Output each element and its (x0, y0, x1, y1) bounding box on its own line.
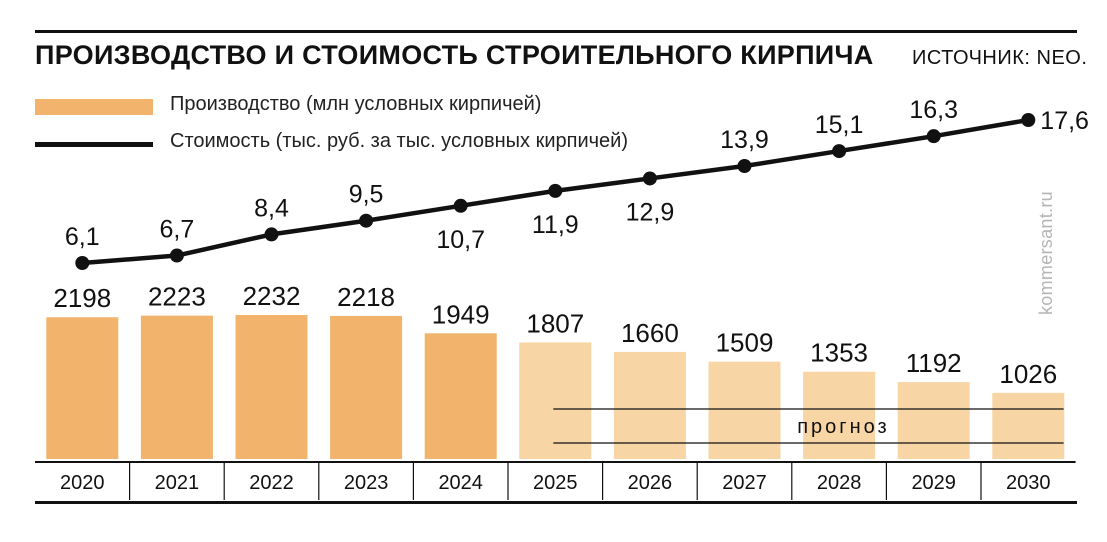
cost-point-2022 (264, 227, 279, 242)
legend-label-cost: Стоимость (тыс. руб. за тыс. условных ки… (170, 130, 628, 152)
cost-point-2025 (548, 183, 563, 198)
bar-value-label: 2232 (243, 281, 301, 311)
bar-2023 (330, 315, 403, 459)
x-tick-label: 2030 (1006, 472, 1051, 494)
bar-value-label: 1660 (621, 318, 679, 348)
cost-point-2027 (737, 159, 752, 174)
cost-point-2021 (169, 248, 184, 263)
bar-value-label: 1949 (432, 299, 490, 329)
x-tick-label: 2029 (911, 472, 956, 494)
bar-value-label: 1192 (906, 348, 962, 378)
x-tick-label: 2024 (438, 472, 483, 494)
x-tick-label: 2023 (344, 472, 389, 494)
bar-2030 (992, 392, 1065, 459)
x-tick-label: 2026 (628, 472, 673, 494)
cost-value-label: 10,7 (436, 226, 485, 254)
cost-point-2026 (642, 171, 657, 186)
cost-value-label: 16,3 (909, 96, 958, 124)
bar-2021 (140, 315, 213, 459)
bar-value-label: 1353 (810, 338, 868, 368)
bar-value-label: 2223 (148, 282, 206, 312)
legend-bar-swatch (35, 99, 153, 115)
bar-2025 (519, 342, 592, 459)
x-tick-label: 2025 (533, 472, 578, 494)
bar-value-label: 1807 (526, 308, 584, 338)
x-tick-label: 2022 (249, 472, 294, 494)
legend-line-swatch (35, 142, 153, 147)
bar-2028 (803, 371, 876, 459)
cost-point-2024 (453, 198, 468, 213)
bar-2024 (424, 333, 497, 459)
cost-value-label: 17,6 (1040, 107, 1089, 135)
bar-2027 (708, 361, 781, 459)
legend-label-production: Производство (млн условных кирпичей) (170, 93, 542, 115)
x-tick-label: 2028 (817, 472, 862, 494)
cost-value-label: 13,9 (720, 126, 769, 154)
bar-value-label: 1509 (716, 328, 774, 358)
cost-value-label: 8,4 (254, 194, 289, 222)
cost-value-label: 6,1 (65, 223, 100, 251)
forecast-label: прогноз (797, 416, 889, 438)
source-note: ИСТОЧНИК: NEO. (912, 47, 1088, 69)
bottom-rule (35, 501, 1077, 504)
bar-value-label: 2198 (53, 283, 111, 313)
cost-value-label: 9,5 (349, 181, 384, 209)
cost-value-label: 6,7 (160, 216, 195, 244)
bar-2022 (235, 315, 308, 459)
cost-point-2030 (1021, 113, 1036, 127)
x-tick-label: 2020 (60, 472, 105, 494)
bar-2026 (613, 351, 686, 459)
chart-title: ПРОИЗВОДСТВО И СТОИМОСТЬ СТРОИТЕЛЬНОГО К… (35, 40, 874, 70)
x-tick-label: 2027 (722, 472, 767, 494)
bar-2029 (897, 382, 970, 459)
bar-value-label: 2218 (337, 282, 395, 312)
cost-point-2020 (75, 256, 90, 270)
watermark: kommersant.ru (1036, 191, 1056, 315)
cost-value-label: 11,9 (532, 211, 579, 239)
cost-point-2028 (832, 144, 847, 159)
cost-point-2023 (359, 213, 374, 228)
cost-point-2029 (926, 129, 941, 144)
cost-value-label: 15,1 (815, 111, 864, 139)
bar-2020 (46, 317, 119, 459)
top-rule (35, 30, 1077, 33)
bar-value-label: 1026 (999, 359, 1057, 389)
cost-value-label: 12,9 (626, 198, 675, 226)
x-tick-label: 2021 (155, 472, 200, 494)
